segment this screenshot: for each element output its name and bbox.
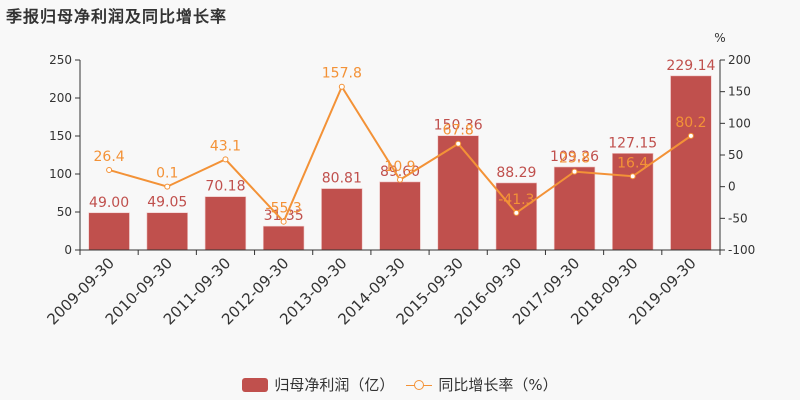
bar[interactable] <box>437 135 479 251</box>
right-axis-tick-label: 0 <box>728 180 736 194</box>
bar-value-label: 150.36 <box>434 118 483 134</box>
bar[interactable] <box>379 181 421 251</box>
growth-rate-label: 26.4 <box>94 149 125 165</box>
growth-rate-point[interactable] <box>397 176 403 183</box>
growth-rate-point[interactable] <box>338 83 345 90</box>
growth-rate-label: -41.3 <box>498 192 534 208</box>
growth-rate-point[interactable] <box>164 183 171 190</box>
chart-title: 季报归母净利润及同比增长率 <box>6 7 228 26</box>
growth-rate-label: 43.1 <box>210 138 241 154</box>
left-axis-tick-label: 0 <box>64 243 72 257</box>
growth-rate-point[interactable] <box>106 166 113 173</box>
bar-value-label: 127.15 <box>608 135 657 151</box>
chart-plot-area: 050100150200250-100-50050100150200%2009-… <box>44 31 756 328</box>
growth-rate-point[interactable] <box>222 156 229 163</box>
growth-rate-point[interactable] <box>280 218 287 225</box>
bar-value-label: 49.05 <box>147 195 187 211</box>
legend-label-net-profit: 归母净利润（亿） <box>274 376 395 394</box>
bar[interactable] <box>88 212 130 251</box>
bar-value-label: 80.81 <box>322 171 362 187</box>
bar-swatch-icon <box>242 377 269 392</box>
left-axis-tick-label: 100 <box>49 167 72 181</box>
bar-value-label: 89.60 <box>380 164 420 180</box>
left-axis-tick-label: 50 <box>57 205 72 219</box>
legend-item-growth-rate[interactable]: 同比增长率（%） <box>406 374 558 395</box>
bar-value-label: 88.29 <box>496 165 536 181</box>
growth-rate-point[interactable] <box>687 132 694 139</box>
bar[interactable] <box>262 225 305 251</box>
legend-item-net-profit[interactable]: 归母净利润（亿） <box>242 374 394 395</box>
left-axis-tick-label: 250 <box>49 53 72 67</box>
bar-value-label: 70.18 <box>205 179 245 195</box>
growth-rate-label: 67.8 <box>443 123 474 139</box>
growth-rate-label: 157.8 <box>322 66 362 82</box>
growth-rate-label: 80.2 <box>675 115 706 131</box>
line-marker-icon <box>406 378 433 392</box>
right-axis-tick-label: -50 <box>728 211 748 225</box>
bar-value-label: 109.26 <box>550 149 599 165</box>
right-axis-tick-label: 200 <box>728 53 751 67</box>
right-axis-unit: % <box>714 31 725 45</box>
growth-rate-label: -55.3 <box>266 201 302 217</box>
legend-label-growth-rate: 同比增长率（%） <box>438 376 558 394</box>
left-axis-tick-label: 150 <box>49 129 72 143</box>
bar-value-label: 229.14 <box>666 58 715 74</box>
right-axis-tick-label: 100 <box>728 116 751 130</box>
right-axis-tick-label: -100 <box>728 243 755 257</box>
growth-rate-label: 23.8 <box>559 151 590 167</box>
growth-rate-point[interactable] <box>455 140 462 147</box>
right-axis-tick-label: 150 <box>728 85 751 99</box>
bar[interactable] <box>204 196 247 251</box>
chart-legend: 归母净利润（亿） 同比增长率（%） <box>0 374 800 395</box>
bar[interactable] <box>553 166 596 251</box>
left-axis-tick-label: 200 <box>49 91 72 105</box>
bar[interactable] <box>612 153 654 251</box>
growth-rate-label: 0.1 <box>156 166 178 182</box>
growth-rate-label: 10.9 <box>384 159 415 175</box>
bar-value-label: 49.00 <box>89 195 129 211</box>
growth-rate-point[interactable] <box>571 168 578 175</box>
growth-rate-point[interactable] <box>513 209 520 216</box>
bar[interactable] <box>321 188 363 251</box>
growth-rate-point[interactable] <box>629 173 636 180</box>
right-axis-tick-label: 50 <box>728 148 743 162</box>
bar[interactable] <box>670 75 712 251</box>
bar[interactable] <box>146 212 188 251</box>
growth-rate-label: 16.4 <box>617 155 648 171</box>
